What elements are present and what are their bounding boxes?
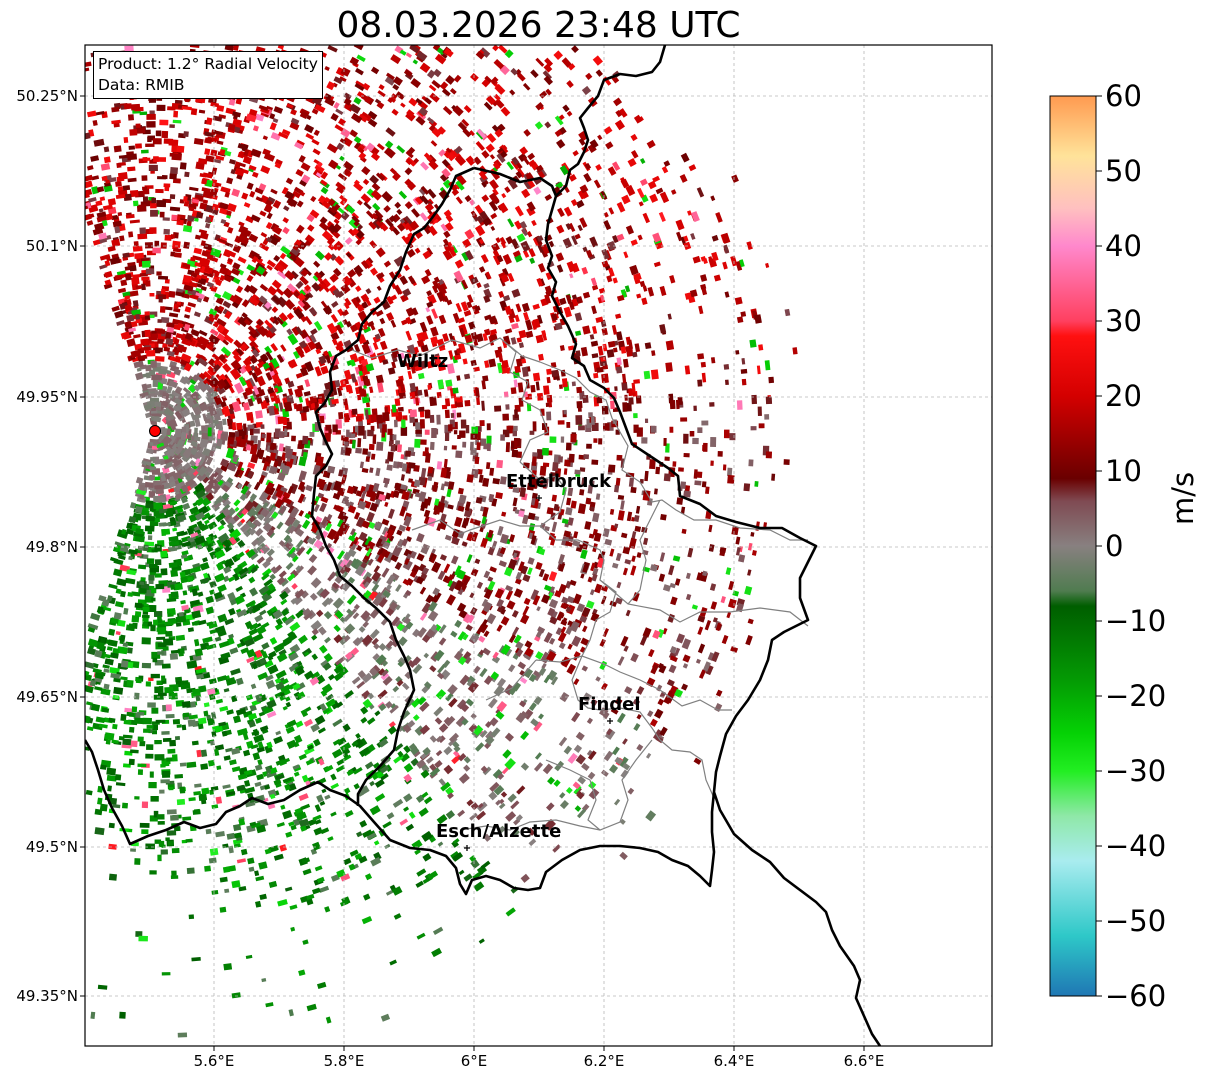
colorbar	[1049, 95, 1097, 997]
city-label-ettelbruck: Ettelbruck	[506, 471, 612, 492]
lon-tick-label: 6.2°E	[583, 1052, 625, 1070]
colorbar-tick-label: 20	[1105, 379, 1142, 413]
plot-frame	[84, 44, 993, 1047]
lon-tick-label: 6.4°E	[713, 1052, 755, 1070]
city-label-findel: Findel	[578, 694, 641, 715]
city-markers	[464, 495, 613, 851]
lat-tick-label: 49.95°N	[16, 388, 78, 406]
city-label-esch-alzette: Esch/Alzette	[436, 821, 562, 842]
colorbar-tick-label: −60	[1105, 979, 1167, 1013]
colorbar-unit-label: m/s	[1166, 471, 1200, 525]
colorbar-tick-label: 30	[1105, 304, 1142, 338]
colorbar-tick-label: 0	[1105, 529, 1124, 563]
lon-tick-label: 5.6°E	[193, 1052, 235, 1070]
lon-tick-label: 5.8°E	[323, 1052, 365, 1070]
colorbar-tick-label: 40	[1105, 229, 1142, 263]
colorbar-ticks	[1096, 95, 1102, 997]
colorbar-tick-label: −20	[1105, 679, 1167, 713]
lat-tick-label: 50.25°N	[16, 87, 78, 105]
lat-tick-label: 49.65°N	[16, 688, 78, 706]
map-title: 08.03.2026 23:48 UTC	[336, 5, 741, 46]
lon-tick-label: 6.6°E	[843, 1052, 885, 1070]
product-label: Product: 1.2° Radial Velocity	[98, 55, 318, 73]
velocity-field	[85, 45, 798, 1038]
radar-site-marker	[149, 425, 161, 437]
colorbar-tick-label: −10	[1105, 604, 1167, 638]
lat-tick-label: 49.35°N	[16, 987, 78, 1005]
lat-tick-label: 50.1°N	[25, 237, 78, 255]
lon-tick-label: 6°E	[460, 1052, 488, 1070]
colorbar-tick-label: 60	[1105, 79, 1142, 113]
canton-boundaries	[351, 337, 809, 831]
city-label-wiltz: Wiltz	[397, 351, 449, 372]
colorbar-tick-label: 10	[1105, 454, 1142, 488]
colorbar-tick-label: −30	[1105, 754, 1167, 788]
country-borders	[85, 45, 882, 1046]
lat-tick-label: 49.8°N	[25, 538, 78, 556]
axis-ticks	[80, 95, 865, 1051]
colorbar-tick-label: −50	[1105, 904, 1167, 938]
data-source-label: Data: RMIB	[98, 76, 185, 94]
plot-background	[85, 45, 992, 1046]
colorbar-tick-label: 50	[1105, 154, 1142, 188]
colorbar-tick-label: −40	[1105, 829, 1167, 863]
gridlines	[85, 45, 992, 1046]
lat-tick-label: 49.5°N	[25, 838, 78, 856]
product-info-box: Product: 1.2° Radial Velocity Data: RMIB	[93, 51, 323, 99]
